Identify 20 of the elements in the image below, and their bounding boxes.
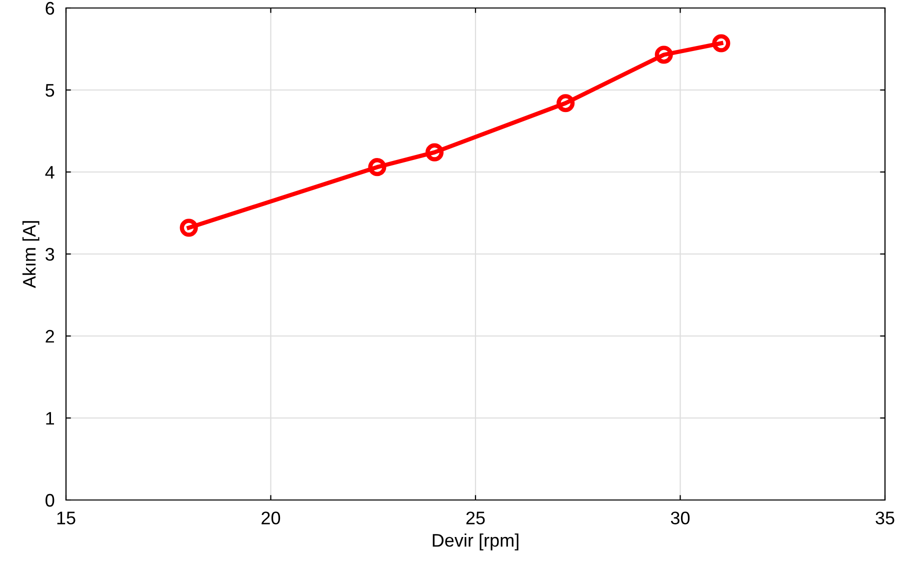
x-tick-label: 25 [466, 512, 485, 524]
y-axis-title: Akım [A] [22, 221, 40, 288]
point [654, 46, 673, 64]
x-axis-title: Devir [rpm] [432, 534, 518, 550]
y-tick-label: 2 [46, 330, 54, 343]
point [712, 34, 730, 52]
x-tick-label: 15 [57, 512, 76, 524]
point [426, 143, 444, 162]
y-tick-label: 5 [46, 84, 54, 97]
point [368, 158, 386, 176]
x-tick-label: 20 [262, 512, 280, 524]
y-tick-label: 6 [46, 2, 54, 15]
y-tick-label: 3 [46, 248, 54, 261]
x-tick-label: 30 [670, 512, 690, 524]
y-tick-label: 4 [45, 166, 54, 179]
point [180, 218, 198, 237]
point [556, 94, 575, 112]
x-tick-label: 35 [876, 512, 894, 524]
y-tick-label: 0 [46, 494, 54, 507]
y-tick-label: 1 [46, 412, 54, 425]
